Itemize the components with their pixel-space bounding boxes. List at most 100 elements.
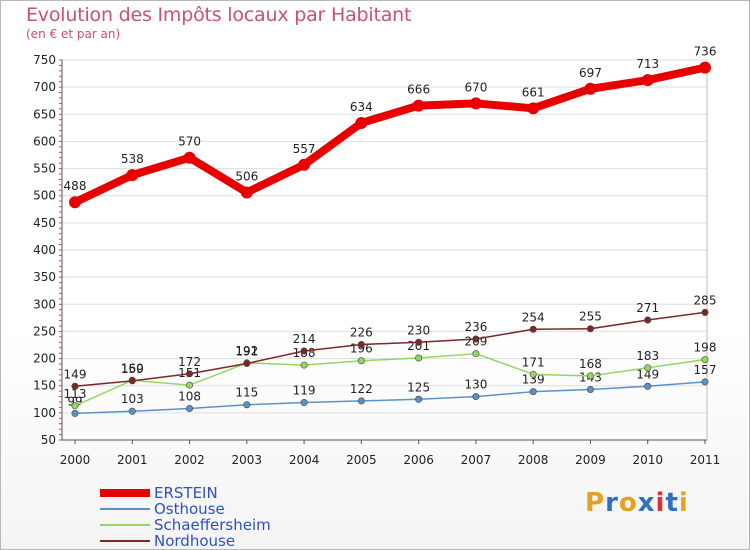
y-tick-label: 50 <box>41 433 56 447</box>
data-label: 191 <box>235 344 258 358</box>
data-point <box>186 405 194 413</box>
x-tick-label: 2009 <box>575 453 606 467</box>
data-point <box>472 350 480 358</box>
data-label: 113 <box>64 387 87 401</box>
data-label: 125 <box>407 380 430 394</box>
data-point <box>584 82 597 95</box>
legend-label: Nordhouse <box>154 532 236 550</box>
y-tick-label: 600 <box>33 134 56 148</box>
y-tick-label: 200 <box>33 352 56 366</box>
data-label: 214 <box>293 332 316 346</box>
data-point <box>300 399 308 407</box>
x-tick-label: 2005 <box>346 453 377 467</box>
data-label: 160 <box>121 361 144 375</box>
logo-letter: x <box>637 488 656 518</box>
legend-swatch <box>100 540 150 542</box>
data-point <box>183 151 196 164</box>
logo-letter: o <box>618 488 638 518</box>
data-label: 506 <box>235 169 258 183</box>
data-label: 183 <box>636 349 659 363</box>
data-label: 149 <box>636 367 659 381</box>
data-label: 157 <box>694 363 717 377</box>
proxiti-logo: Proxiti <box>585 488 689 518</box>
data-point <box>644 316 652 324</box>
x-tick-label: 2000 <box>60 453 91 467</box>
data-point <box>71 409 79 417</box>
data-point <box>469 97 482 110</box>
logo-letter: i <box>655 488 666 518</box>
data-point <box>300 347 308 355</box>
y-tick-label: 400 <box>33 243 56 257</box>
data-point <box>527 102 540 115</box>
x-tick-label: 2010 <box>632 453 663 467</box>
data-label: 255 <box>579 310 602 324</box>
data-label: 198 <box>694 341 717 355</box>
data-point <box>415 395 423 403</box>
data-label: 230 <box>407 323 430 337</box>
y-tick-label: 350 <box>33 270 56 284</box>
data-point <box>529 325 537 333</box>
data-label: 119 <box>293 384 316 398</box>
data-point <box>586 325 594 333</box>
logo-letter: i <box>678 488 689 518</box>
data-label: 139 <box>522 373 545 387</box>
data-point <box>355 116 368 129</box>
data-point <box>128 377 136 385</box>
data-label: 697 <box>579 66 602 80</box>
data-point <box>69 196 81 209</box>
logo-letter: t <box>665 488 679 518</box>
data-label: 115 <box>235 386 258 400</box>
series-line-osthouse <box>74 381 706 415</box>
data-label: 666 <box>407 83 430 97</box>
data-label: 570 <box>178 135 201 149</box>
data-point <box>586 386 594 394</box>
y-tick-label: 300 <box>33 297 56 311</box>
data-point <box>415 354 423 362</box>
data-label: 172 <box>178 355 201 369</box>
data-label: 557 <box>293 142 316 156</box>
y-tick-label: 650 <box>33 107 56 121</box>
data-point <box>357 397 365 405</box>
series-line-erstein <box>71 63 709 207</box>
series-line-nordhouse <box>74 311 706 388</box>
series-line-schaeffersheim <box>74 352 706 407</box>
data-label: 108 <box>178 390 201 404</box>
x-tick-label: 2007 <box>461 453 492 467</box>
data-point <box>699 61 711 74</box>
y-tick-label: 750 <box>33 53 56 67</box>
data-label: 661 <box>522 85 545 99</box>
data-label: 159 <box>121 362 144 376</box>
data-point <box>472 393 480 401</box>
chart-subtitle: (en € et par an) <box>26 27 121 41</box>
data-label: 130 <box>464 378 487 392</box>
data-label: 634 <box>350 100 373 114</box>
data-label: 670 <box>464 80 487 94</box>
data-point <box>71 382 79 390</box>
data-label: 168 <box>579 357 602 371</box>
data-point <box>412 99 425 112</box>
data-point <box>186 381 194 389</box>
data-point <box>240 186 253 199</box>
y-tick-label: 550 <box>33 162 56 176</box>
data-point <box>243 401 251 409</box>
data-point <box>71 402 79 410</box>
data-point <box>186 370 194 378</box>
data-point <box>298 158 311 171</box>
x-tick-label: 2003 <box>232 453 263 467</box>
legend-label: Schaeffersheim <box>154 516 271 534</box>
data-label: 271 <box>636 301 659 315</box>
y-tick-label: 150 <box>33 379 56 393</box>
data-label: 171 <box>522 355 545 369</box>
data-label: 122 <box>350 382 373 396</box>
y-tick-label: 500 <box>33 189 56 203</box>
data-point <box>701 378 709 386</box>
data-label: 488 <box>64 179 87 193</box>
data-point <box>529 370 537 378</box>
data-point <box>586 372 594 380</box>
data-label: 226 <box>350 325 373 339</box>
data-label: 192 <box>235 344 258 358</box>
data-label: 236 <box>464 320 487 334</box>
x-tick-label: 2008 <box>518 453 549 467</box>
